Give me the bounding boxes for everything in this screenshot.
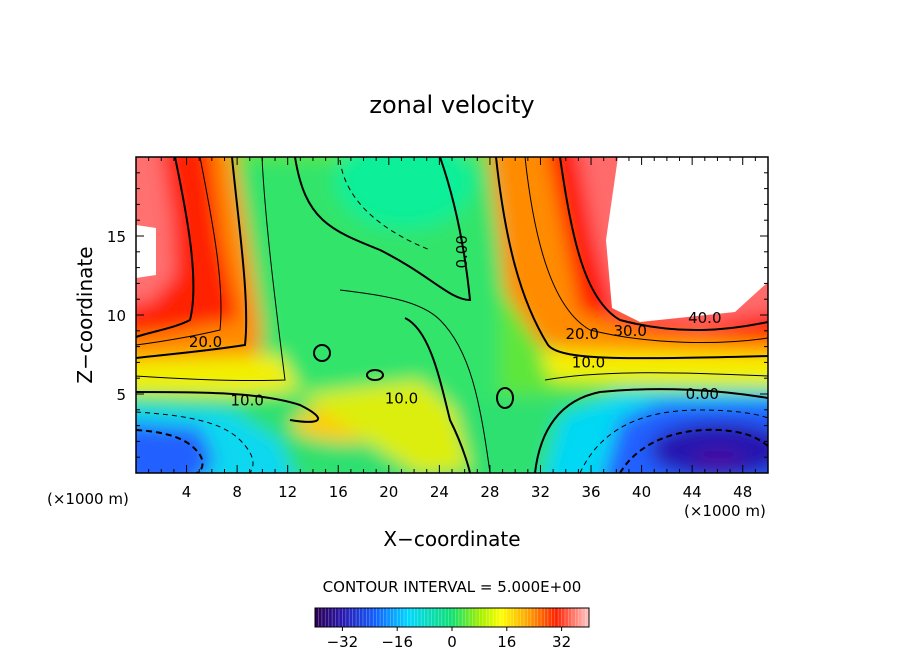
colorbar-gradient [315, 608, 589, 627]
contour-line-right-3 [559, 157, 768, 332]
colorbar-tick-label-4: 32 [552, 633, 571, 651]
colorbar-stripes [318, 608, 586, 627]
y-tick-label-1: 10 [107, 307, 126, 325]
contour-line-left-5 [136, 391, 320, 423]
contour-label-7: 10.0 [572, 353, 605, 371]
white-region [606, 157, 768, 322]
x-tick-label-2: 12 [278, 483, 297, 501]
x-tick-label-3: 16 [329, 483, 348, 501]
x-tick-label-4: 20 [379, 483, 398, 501]
x-tick-label-8: 36 [581, 483, 600, 501]
contour-line-mid-3 [404, 317, 471, 473]
contour-label-1: 10.0 [231, 391, 264, 409]
contour-interval-text: CONTOUR INTERVAL = 5.000E+00 [323, 578, 582, 596]
x-tick-label-7: 32 [531, 483, 550, 501]
contour-loop-1 [313, 344, 331, 362]
x-axis-label: X−coordinate [383, 527, 520, 551]
field-yellow-center [300, 380, 470, 473]
contour-line-mid-2 [339, 289, 491, 473]
contour-line-right-dashed-1 [579, 409, 768, 473]
contour-label-3: 0.00 [453, 235, 471, 268]
contour-label-2: 10.0 [385, 390, 418, 408]
x-tick-label-6: 28 [480, 483, 499, 501]
x-unit-left: (×1000 m) [47, 490, 129, 508]
x-tick-label-0: 4 [182, 483, 192, 501]
contour-loop-3 [496, 387, 514, 409]
white-region-left [136, 225, 156, 278]
x-unit-right: (×1000 m) [684, 502, 766, 520]
contour-lines [136, 157, 768, 473]
y-axis-label: Z−coordinate [73, 246, 97, 383]
contour-label-8: 0.00 [686, 385, 719, 403]
x-tick-label-9: 40 [632, 483, 651, 501]
colorbar-tick-label-3: 16 [497, 633, 516, 651]
field-left-blue [136, 423, 215, 473]
contour-line-right-1 [495, 157, 768, 360]
contour-line-left-dashed-1 [136, 411, 254, 473]
contour-line-right-dashed-2 [619, 428, 768, 473]
contour-labels: 20.0 10.0 10.0 0.00 20.0 30.0 40.0 10.0 0.00 [189, 235, 722, 409]
chart-title: zonal velocity [369, 91, 534, 119]
contour-line-right-5 [534, 388, 768, 473]
contour-line-left-1 [136, 157, 195, 338]
y-axis-ticks: 5 10 15 [107, 172, 768, 458]
contour-line-mid-1 [294, 157, 472, 302]
contour-label-5: 30.0 [614, 322, 647, 340]
contour-line-right-4 [544, 372, 768, 381]
field-right-purple [693, 450, 743, 470]
contour-line-left-4 [136, 157, 286, 382]
contour-loop-2 [366, 369, 384, 381]
field-right-yellow [540, 350, 768, 385]
contour-label-6: 40.0 [688, 309, 721, 327]
contour-label-0: 20.0 [189, 333, 222, 351]
x-axis-ticks: 4 8 12 16 20 24 28 32 36 40 44 48 [148, 157, 756, 501]
contour-label-4: 20.0 [565, 325, 598, 343]
colorbar-tick-label-0: −32 [327, 633, 359, 651]
contour-line-top-dashed [339, 159, 431, 251]
field-top-cyan [335, 157, 475, 230]
field-yellow-band-left [136, 355, 300, 395]
y-tick-label-0: 5 [116, 386, 126, 404]
contour-line-right-2 [524, 157, 768, 344]
x-tick-label-11: 48 [733, 483, 752, 501]
contour-line-left-dashed-2 [136, 429, 204, 473]
contour-line-left-2 [136, 157, 222, 346]
x-tick-label-10: 44 [683, 483, 702, 501]
colorbar: −32 −16 0 16 32 [314, 607, 590, 651]
colorbar-tick-label-1: −16 [381, 633, 413, 651]
colorbar-ticks: −32 −16 0 16 32 [327, 627, 571, 651]
x-tick-label-5: 24 [430, 483, 449, 501]
y-tick-label-2: 15 [107, 228, 126, 246]
contour-line-left-3 [136, 157, 248, 359]
x-tick-label-1: 8 [232, 483, 242, 501]
colorbar-tick-label-2: 0 [447, 633, 457, 651]
